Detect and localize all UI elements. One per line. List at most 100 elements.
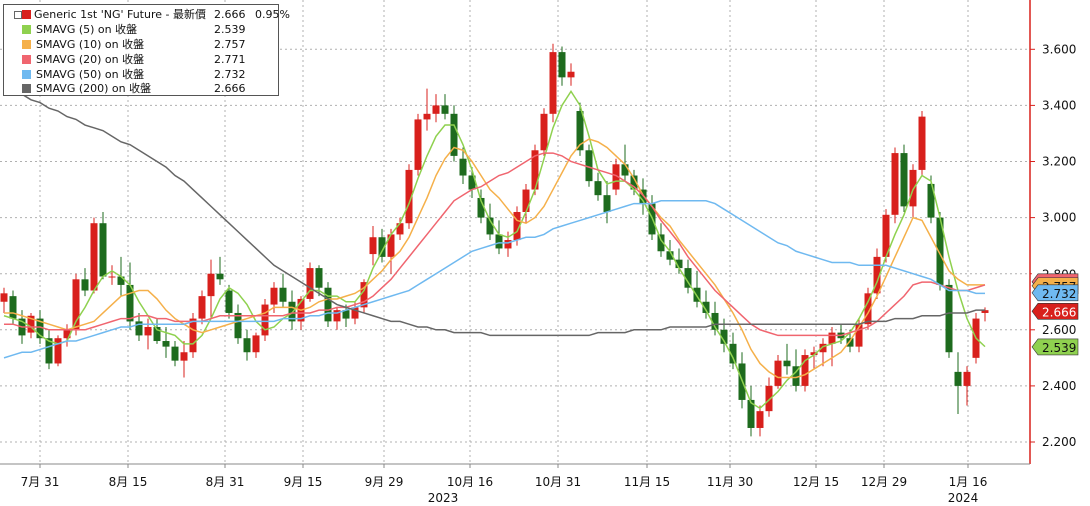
candle-body xyxy=(684,268,692,288)
candle-body xyxy=(342,310,350,319)
candle-body xyxy=(225,290,233,313)
legend-series-value: 2.666 xyxy=(214,82,246,95)
candle-body xyxy=(378,237,386,257)
legend-swatch xyxy=(22,40,31,49)
x-tick-label: 12月 29 xyxy=(861,475,907,489)
candle-body xyxy=(486,217,494,235)
candle-body xyxy=(540,113,548,151)
candle-body xyxy=(864,293,872,325)
candle-body xyxy=(576,111,584,151)
candle-body xyxy=(468,175,476,190)
candle-body xyxy=(927,183,935,218)
candle-body xyxy=(36,318,44,339)
y-tick-label: 2.600 xyxy=(1042,323,1076,337)
x-tick-label: 11月 15 xyxy=(624,475,670,489)
x-tick-label: 8月 15 xyxy=(109,475,148,489)
candle-body xyxy=(783,360,791,367)
candle-body xyxy=(423,113,431,120)
candle-body xyxy=(72,279,80,330)
candle-body xyxy=(189,318,197,353)
candle-body xyxy=(360,282,368,308)
candle-body xyxy=(630,175,638,190)
candle-body xyxy=(981,310,989,313)
x-tick-label: 11月 30 xyxy=(707,475,753,489)
legend-swatch xyxy=(22,10,31,19)
candle-body xyxy=(558,52,566,78)
candle-body xyxy=(936,217,944,285)
candle-body xyxy=(792,366,800,386)
candle-body xyxy=(477,197,485,218)
candle-body xyxy=(252,335,260,353)
candle-body xyxy=(702,301,710,313)
candle-body xyxy=(81,279,89,291)
candle-body xyxy=(414,119,422,170)
legend-swatch xyxy=(22,84,31,93)
candle-body xyxy=(198,296,206,319)
candle-body xyxy=(549,52,557,114)
candle-body xyxy=(288,301,296,322)
legend-swatch xyxy=(22,70,31,79)
candle-body xyxy=(711,312,719,330)
candle-body xyxy=(603,195,611,212)
value-tag-bg xyxy=(1031,302,1079,320)
candle-body xyxy=(99,223,107,277)
candle-body xyxy=(279,287,287,302)
candle-body xyxy=(567,71,575,78)
candle-body xyxy=(432,105,440,114)
candle-body xyxy=(945,284,953,353)
candle-body xyxy=(900,153,908,207)
candle-body xyxy=(819,343,827,353)
candle-body xyxy=(261,304,269,336)
moving-average-line xyxy=(4,152,986,337)
candle-body xyxy=(117,276,125,285)
candle-body xyxy=(639,189,647,204)
y-tick-label: 2.200 xyxy=(1042,435,1076,449)
legend-series-name: SMAVG (50) on 收盤 xyxy=(36,68,145,81)
candle-body xyxy=(810,352,818,356)
year-label: 2023 xyxy=(428,491,459,505)
candle-body xyxy=(0,293,8,302)
legend-series-value: 2.666 xyxy=(214,8,246,21)
candle-body xyxy=(666,251,674,260)
value-tag: 2.539 xyxy=(1031,338,1079,356)
candle-body xyxy=(126,284,134,322)
y-tick-label: 3.600 xyxy=(1042,42,1076,56)
candle-body xyxy=(27,315,35,333)
candle-body xyxy=(324,287,332,322)
legend-series-value: 2.539 xyxy=(214,23,246,36)
y-tick-label: 3.000 xyxy=(1042,211,1076,225)
candle-body xyxy=(657,234,665,252)
x-tick-label: 7月 31 xyxy=(21,475,60,489)
candle-body xyxy=(918,116,926,170)
candle-body xyxy=(387,234,395,257)
candle-body xyxy=(846,338,854,347)
legend-series-name: SMAVG (5) on 收盤 xyxy=(36,23,138,36)
x-tick-label: 10月 16 xyxy=(447,475,493,489)
candle-body xyxy=(774,360,782,386)
x-tick-label: 9月 15 xyxy=(284,475,323,489)
legend-series-value: 2.757 xyxy=(214,38,246,51)
candle-body xyxy=(450,113,458,156)
candle-body xyxy=(747,399,755,428)
legend-swatch xyxy=(22,25,31,34)
value-tag: 2.666 xyxy=(1031,302,1079,320)
candle-body xyxy=(405,169,413,224)
candle-body xyxy=(306,268,314,299)
candle-body xyxy=(909,169,917,207)
candle-body xyxy=(963,371,971,386)
y-tick-label: 3.400 xyxy=(1042,98,1076,112)
value-tag-label: 2.732 xyxy=(1042,287,1076,301)
candle-body xyxy=(459,158,467,176)
candle-body xyxy=(90,223,98,291)
legend-collapse-icon[interactable] xyxy=(14,11,22,19)
candle-body xyxy=(765,385,773,412)
candle-body xyxy=(954,371,962,386)
candle-body xyxy=(441,105,449,114)
legend-box: Generic 1st 'NG' Future - 最新價 2.666 0.95… xyxy=(3,4,290,96)
candle-body xyxy=(882,214,890,257)
candle-body xyxy=(162,341,170,347)
candle-body xyxy=(243,338,251,353)
value-tag-label: 2.539 xyxy=(1042,341,1076,355)
